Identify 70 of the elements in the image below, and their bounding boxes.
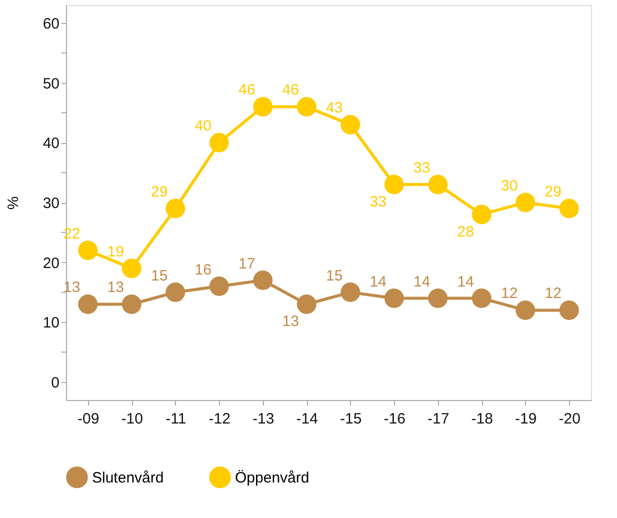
point <box>166 198 186 218</box>
data-label: 46 <box>238 82 256 99</box>
data-label: 40 <box>194 118 212 135</box>
point <box>209 132 229 152</box>
data-label: 28 <box>457 223 474 240</box>
x-tick-label: -12 <box>208 410 230 428</box>
point <box>428 288 448 308</box>
point <box>340 282 360 302</box>
data-label: 19 <box>107 243 124 260</box>
data-label: 12 <box>544 285 562 302</box>
x-tick-label: -15 <box>340 410 362 428</box>
point <box>472 288 492 308</box>
data-label: 33 <box>414 160 430 177</box>
x-tick-label: -09 <box>78 410 100 428</box>
legend-label: Slutenvård <box>92 469 164 486</box>
point <box>559 300 579 320</box>
data-label: 14 <box>414 273 430 290</box>
data-label: 15 <box>326 267 343 284</box>
y-tick-label: 50 <box>42 75 60 92</box>
legend-label: Öppenvård <box>235 469 310 486</box>
data-label: 13 <box>282 313 299 330</box>
point <box>209 276 229 296</box>
y-tick-label: 20 <box>42 254 60 272</box>
point <box>384 174 404 194</box>
data-label: 29 <box>151 183 168 200</box>
data-label: 22 <box>64 225 80 242</box>
x-tick-label: -16 <box>384 410 406 428</box>
point <box>78 240 98 260</box>
data-label: 29 <box>544 183 562 200</box>
point <box>340 114 360 134</box>
x-tick-label: -11 <box>166 410 186 428</box>
data-label: 43 <box>326 100 343 117</box>
point <box>384 288 404 308</box>
data-label: 30 <box>501 178 518 194</box>
data-label: 16 <box>194 261 212 278</box>
point <box>559 198 579 218</box>
y-tick-label: 40 <box>42 135 60 152</box>
x-tick-label: -17 <box>428 410 450 428</box>
data-label: 13 <box>64 279 80 296</box>
data-label: 15 <box>151 267 168 284</box>
point <box>296 294 316 314</box>
x-tick-label: -19 <box>515 410 537 428</box>
point <box>253 270 273 290</box>
point <box>122 258 142 278</box>
point <box>472 204 492 224</box>
y-tick-label: 30 <box>42 195 60 212</box>
x-tick-label: -18 <box>471 410 493 428</box>
point <box>166 282 186 302</box>
point <box>253 97 273 116</box>
x-tick-label: -10 <box>121 410 143 428</box>
x-tick-label: -13 <box>252 410 274 428</box>
y-tick-label: 60 <box>42 15 60 32</box>
point <box>296 97 316 116</box>
data-label: 14 <box>457 273 474 290</box>
y-tick-label: 0 <box>51 374 60 392</box>
point <box>516 300 536 320</box>
data-label: 14 <box>370 273 386 290</box>
point <box>516 192 536 212</box>
data-label: 12 <box>501 285 518 302</box>
x-tick-label: -20 <box>558 410 580 428</box>
y-axis-title: % <box>4 196 22 210</box>
y-tick-label: 10 <box>42 314 60 332</box>
data-label: 33 <box>370 194 386 211</box>
point <box>122 294 142 314</box>
point <box>428 174 448 194</box>
data-label: 13 <box>107 279 124 296</box>
point <box>78 294 98 314</box>
x-tick-label: -14 <box>296 410 318 428</box>
data-label: 46 <box>282 82 299 99</box>
data-label: 17 <box>238 255 256 272</box>
